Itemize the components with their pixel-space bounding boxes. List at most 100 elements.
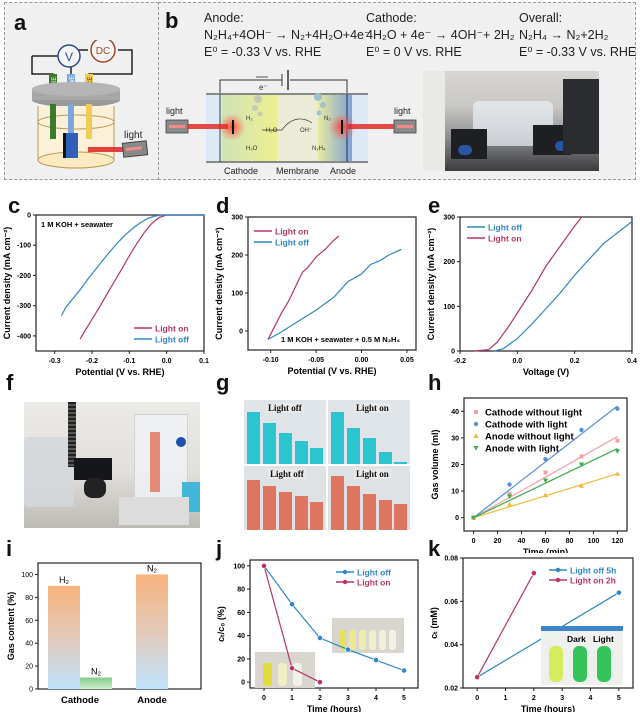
y-tick-label: 0	[29, 687, 33, 694]
x-tick-label: 0	[475, 695, 479, 702]
legend-marker	[342, 579, 348, 585]
species-h2o-migrating: H₂O	[266, 128, 278, 134]
panel-label-g: g	[216, 370, 230, 395]
data-point	[543, 456, 548, 462]
x-axis-label: Time (min)	[523, 547, 568, 553]
plot-frame	[459, 216, 633, 352]
panel-label-k: k	[428, 536, 441, 561]
chart-h-gas-volume: 0 10 20 30 40 0 20 40 60 80 100 120 Time (min) Gas vo…	[430, 397, 628, 553]
legend-label: Light off	[155, 335, 189, 345]
inset-vial	[369, 630, 376, 650]
y-axis-label: Gas content (%)	[6, 592, 16, 661]
legend-label: Anode with light	[485, 444, 560, 455]
cathode-title: Cathode:	[366, 11, 417, 25]
y-tick-label: 80	[25, 595, 33, 602]
light-label-right: light	[394, 106, 411, 116]
data-point	[317, 679, 323, 686]
inset-vial-dark	[573, 646, 587, 682]
legend-label: Light on 2h	[570, 576, 616, 586]
y-tick-label: 0.02	[444, 686, 458, 693]
anode-reaction: N₂H₄+4OH⁻ → N₂+4H₂O+4e⁻	[204, 28, 371, 42]
x-tick-label: 80	[566, 538, 574, 545]
x-tick-label: 0.1	[199, 358, 209, 365]
inset-vial	[359, 630, 366, 650]
y-axis-label: Gas volume (ml)	[430, 429, 440, 499]
series-line-light-on	[474, 216, 583, 352]
x-tick-label: 1	[504, 695, 508, 702]
y-tick-label: 60	[25, 618, 33, 625]
legend-marker	[342, 569, 348, 575]
overall-reaction: N₂H₄ → N₂+2H₂	[519, 28, 609, 42]
legend-label: Anode without light	[485, 432, 574, 443]
electron-label: e⁻	[259, 83, 268, 92]
legend-label: Light off	[275, 238, 309, 248]
data-point	[401, 667, 407, 674]
x-tick-label: 0.05	[400, 357, 414, 364]
y-tick-label: 60	[237, 610, 245, 617]
x-tick-label: 4	[589, 695, 593, 702]
panel-label-i: i	[6, 536, 13, 561]
panel-label-c: c	[8, 193, 21, 218]
data-point	[543, 470, 548, 475]
x-tick-label: 1	[290, 695, 294, 702]
data-point	[470, 515, 477, 521]
label-light-on-bottom: Light on	[354, 469, 391, 479]
inset-vial	[293, 663, 302, 686]
legend-label: Light off	[488, 223, 522, 233]
fit-line	[473, 405, 618, 519]
x-tick-label: 60	[542, 538, 550, 545]
quadrant-red-light-on: Light on	[328, 466, 410, 530]
series-line-light-on	[267, 235, 340, 340]
y-tick-label: 0	[239, 329, 243, 336]
fit-line	[473, 447, 618, 519]
x-axis-label: Potential (V vs. RHE)	[75, 367, 164, 377]
y-tick-label: 40	[451, 409, 459, 416]
x-tick-label: 100	[588, 538, 600, 545]
data-point	[507, 482, 512, 487]
data-point	[261, 562, 267, 569]
series-line-light-off	[60, 214, 204, 316]
x-tick-label: 4	[374, 695, 378, 702]
y-tick-label: 20	[451, 462, 459, 469]
panel-label-d: d	[216, 193, 230, 218]
legend-marker	[473, 433, 479, 438]
gas-collection-grid: Light off Light on Light off Light on	[244, 400, 410, 530]
catalyst-electrode	[63, 133, 78, 158]
h2-bubbles	[254, 95, 262, 103]
chart-c-lsv-seawater: 0 -100 -200 -300 -400 -0.3 -0.2 -0.1 0.0 0.1 Poten…	[2, 213, 209, 378]
series-line-light-off	[263, 565, 405, 672]
dc-label: DC	[96, 46, 110, 57]
dc-source-icon: DC	[90, 40, 116, 63]
overall-title: Overall:	[519, 11, 563, 25]
anode-equations: Anode: N₂H₄+4OH⁻ → N₂+4H₂O+4e⁻ E⁰ = -0.3…	[204, 10, 371, 61]
x-tick-label: -0.2	[86, 358, 98, 365]
chart-j-degradation: 0 20 40 60 80 100 0 1 2 3 4 5 Time (hours) cₜ/c₀ (%) L…	[216, 559, 419, 712]
species-n2h4: N₂H₄	[312, 146, 326, 152]
x-tick-label: 0	[472, 538, 476, 545]
data-point	[345, 646, 351, 653]
y-tick-label: 0	[241, 680, 245, 687]
y-tick-label: 200	[443, 259, 455, 266]
data-point	[317, 635, 323, 641]
bar-cathode-1	[80, 677, 112, 689]
x-axis-label: Voltage (V)	[523, 367, 569, 377]
data-point	[614, 449, 621, 454]
data-point	[578, 483, 585, 488]
electrolyte-annotation: 1 M KOH + seawater	[41, 220, 113, 229]
chart-k-concentration: 0.02 0.04 0.06 0.08 0 1 2 3 4 5 Time (hours) cₜ (mM…	[429, 556, 634, 712]
laser-icon	[121, 140, 149, 158]
series-line-light-on	[79, 214, 204, 340]
light-label-left: light	[166, 106, 183, 116]
membrane	[278, 94, 318, 162]
electrode-we	[67, 74, 75, 90]
electrolyte-annotation: 1 M KOH + seawater + 0.5 M N₂H₄	[281, 335, 400, 344]
y-tick-label: 10	[451, 489, 459, 496]
quadrant-red-light-off: Light off	[244, 466, 326, 530]
x-tick-label: 3	[346, 695, 350, 702]
plot-frame	[462, 557, 634, 689]
data-point	[615, 406, 620, 411]
x-axis-label: Time (hours)	[307, 704, 361, 712]
data-point	[542, 478, 549, 484]
label-cathode: Cathode	[224, 166, 258, 176]
y-tick-label: 300	[231, 215, 243, 222]
